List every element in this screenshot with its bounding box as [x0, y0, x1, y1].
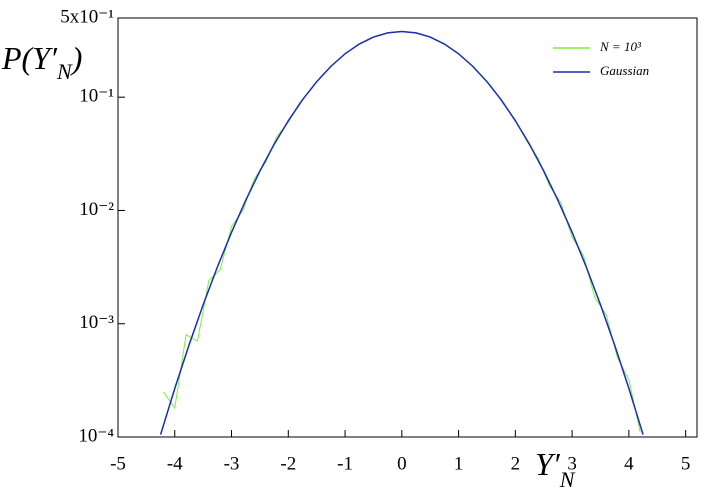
- x-label-text: Y′: [535, 446, 561, 482]
- x-label-sub: N: [559, 467, 576, 492]
- y-tick-label: 10⁻³: [79, 312, 114, 333]
- y-tick-label: 10⁻²: [79, 199, 114, 220]
- series-line: [159, 30, 644, 435]
- x-tick-label: 1: [454, 453, 464, 474]
- y-label-sub: N: [56, 59, 73, 84]
- y-tick-label: 10⁻⁴: [78, 425, 114, 446]
- x-tick-label: -5: [110, 453, 126, 474]
- legend-label: N = 10³: [599, 39, 642, 54]
- y-label-text: P(Y′: [1, 40, 58, 76]
- x-tick-label: -2: [280, 453, 296, 474]
- y-axis-label: P(Y′N): [1, 40, 82, 84]
- x-tick-label: 5: [681, 453, 691, 474]
- x-tick-label: 0: [397, 453, 407, 474]
- plot-frame: [117, 17, 698, 438]
- y-tick-label: 10⁻¹: [79, 86, 114, 107]
- x-tick-label: 4: [624, 453, 634, 474]
- x-tick-label: -3: [224, 453, 240, 474]
- y-label-close: ): [70, 40, 83, 76]
- y-tick-label: 5x10⁻¹: [60, 6, 114, 27]
- x-tick-label: 2: [511, 453, 521, 474]
- x-tick-label: -1: [337, 453, 353, 474]
- x-tick-label: -4: [167, 453, 183, 474]
- series-line: [163, 30, 641, 433]
- x-axis-label: Y′N: [535, 446, 576, 492]
- legend-label: Gaussian: [600, 63, 649, 78]
- x-tick-label: 3: [567, 453, 577, 474]
